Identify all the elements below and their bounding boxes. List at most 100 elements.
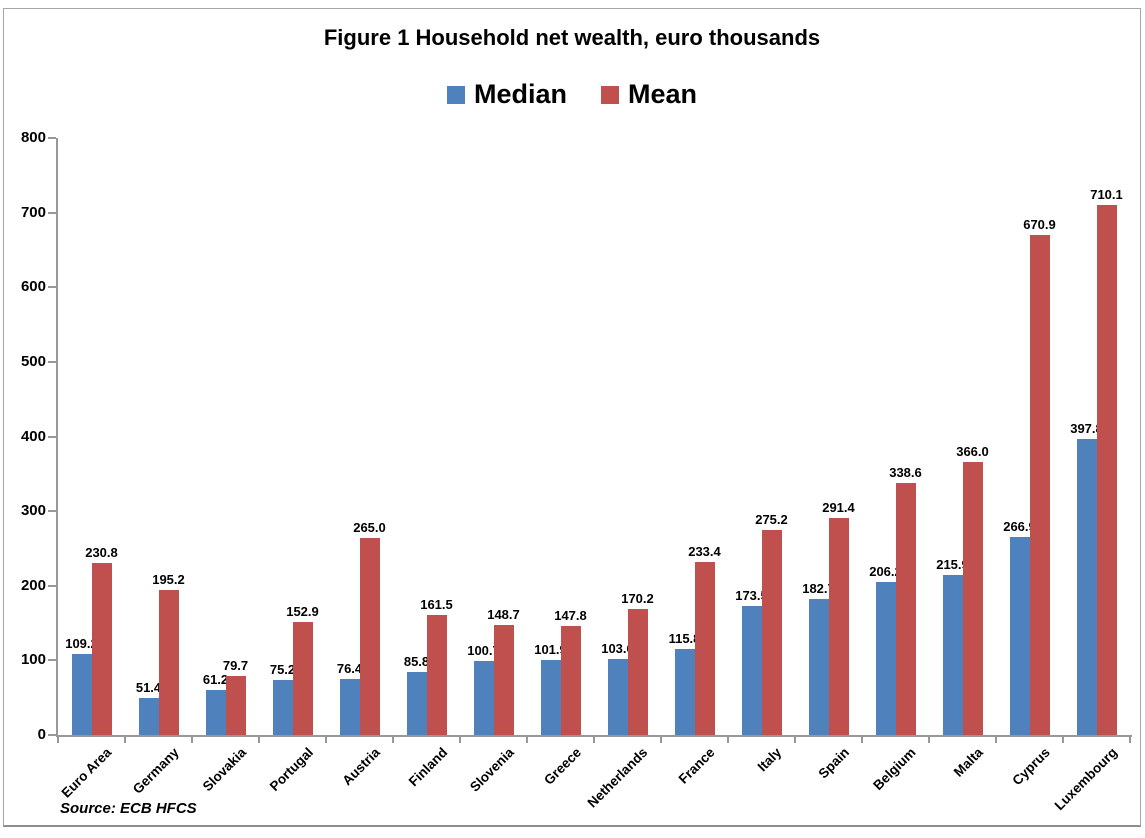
bar-mean-luxembourg: 710.1 bbox=[1090, 188, 1123, 736]
bar-value-median-germany: 51.4 bbox=[135, 679, 162, 695]
x-axis-label-malta: Malta bbox=[950, 744, 986, 780]
y-axis-label-200: 200 bbox=[20, 576, 46, 594]
legend: Median Mean bbox=[4, 81, 1140, 108]
x-axis-tick-5 bbox=[392, 737, 394, 743]
bar-value-mean-netherlands: 170.2 bbox=[621, 590, 654, 606]
category-slovakia: 61.2 79.7 bbox=[192, 138, 259, 736]
x-axis-tick-6 bbox=[459, 737, 461, 743]
x-axis-label-austria: Austria bbox=[339, 744, 383, 789]
x-axis-tick-16 bbox=[1129, 737, 1131, 743]
bar-mean-italy: 275.2 bbox=[755, 513, 788, 736]
bar-mean-greece: 147.8 bbox=[554, 609, 587, 736]
category-spain: 182.7 291.4 bbox=[795, 138, 862, 736]
x-axis-tick-7 bbox=[526, 737, 528, 743]
bar-value-median-cyprus: 266.9 bbox=[1003, 518, 1036, 534]
bar-mean-austria: 265.0 bbox=[353, 521, 386, 736]
x-axis-tick-15 bbox=[1062, 737, 1064, 743]
category-germany: 51.4 195.2 bbox=[125, 138, 192, 736]
bar-value-mean-germany: 195.2 bbox=[152, 572, 185, 588]
y-axis-tick-200 bbox=[48, 584, 56, 587]
x-axis-tick-8 bbox=[593, 737, 595, 743]
legend-item-mean: Mean bbox=[600, 79, 698, 109]
bar-median-portugal: 75.2 bbox=[270, 663, 295, 736]
bar-value-mean-malta: 366.0 bbox=[956, 444, 989, 460]
bar-mean-belgium: 338.6 bbox=[889, 466, 922, 736]
x-axis-label-cyprus: Cyprus bbox=[1009, 744, 1053, 789]
bar-mean-euro-area: 230.8 bbox=[85, 546, 118, 736]
bar-value-mean-austria: 265.0 bbox=[353, 519, 386, 535]
x-axis-label-netherlands: Netherlands bbox=[585, 744, 651, 811]
y-axis-label-500: 500 bbox=[20, 352, 46, 370]
x-axis-label-finland: Finland bbox=[405, 744, 450, 790]
category-portugal: 75.2 152.9 bbox=[259, 138, 326, 736]
bar-value-median-portugal: 75.2 bbox=[269, 661, 296, 677]
y-axis-tick-300 bbox=[48, 510, 56, 513]
bar-value-mean-portugal: 152.9 bbox=[286, 603, 319, 619]
bar-value-median-france: 115.8 bbox=[668, 631, 701, 647]
x-axis-line bbox=[56, 735, 1132, 737]
x-axis-tick-12 bbox=[861, 737, 863, 743]
bar-median-belgium: 206.2 bbox=[869, 565, 902, 736]
bar-median-netherlands: 103.6 bbox=[601, 642, 634, 736]
y-axis-tick-800 bbox=[48, 137, 56, 139]
bar-mean-netherlands: 170.2 bbox=[621, 592, 654, 736]
category-finland: 85.8 161.5 bbox=[393, 138, 460, 736]
bar-mean-france: 233.4 bbox=[688, 545, 721, 736]
x-axis-tick-4 bbox=[325, 737, 327, 743]
category-italy: 173.5 275.2 bbox=[728, 138, 795, 736]
x-axis-tick-14 bbox=[995, 737, 997, 743]
y-axis-tick-500 bbox=[48, 360, 56, 363]
y-axis-label-400: 400 bbox=[20, 427, 46, 445]
x-axis-label-france: France bbox=[675, 744, 718, 787]
bar-value-mean-france: 233.4 bbox=[688, 543, 721, 559]
x-axis-label-portugal: Portugal bbox=[266, 744, 316, 795]
x-axis-label-slovakia: Slovakia bbox=[199, 744, 249, 795]
chart-title: Figure 1 Household net wealth, euro thou… bbox=[323, 25, 821, 50]
x-axis-label-italy: Italy bbox=[755, 744, 785, 775]
y-axis-label-100: 100 bbox=[20, 651, 46, 669]
x-axis-tick-1 bbox=[124, 737, 126, 743]
bar-value-median-italy: 173.5 bbox=[735, 588, 768, 604]
x-axis-tick-3 bbox=[258, 737, 260, 743]
x-axis-label-germany: Germany bbox=[129, 744, 182, 797]
x-axis-label-belgium: Belgium bbox=[870, 744, 919, 793]
y-axis-label-0: 0 bbox=[37, 726, 46, 743]
category-greece: 101.9 147.8 bbox=[527, 138, 594, 736]
legend-item-median: Median bbox=[446, 81, 567, 108]
bar-mean-portugal: 152.9 bbox=[286, 605, 319, 736]
bar-value-median-belgium: 206.2 bbox=[869, 563, 902, 579]
bar-value-median-spain: 182.7 bbox=[802, 581, 835, 597]
bar-median-austria: 76.4 bbox=[337, 662, 362, 736]
x-axis-label-euro-area: Euro Area bbox=[58, 744, 115, 801]
bar-value-mean-greece: 147.8 bbox=[554, 607, 587, 623]
bar-median-spain: 182.7 bbox=[802, 582, 835, 736]
category-luxembourg: 397.8 710.1 bbox=[1063, 138, 1130, 736]
x-axis-tick-11 bbox=[794, 737, 796, 743]
category-belgium: 206.2 338.6 bbox=[862, 138, 929, 736]
bar-value-mean-slovenia: 148.7 bbox=[487, 606, 520, 622]
bar-value-median-greece: 101.9 bbox=[534, 641, 567, 657]
chart-frame: Figure 1 Household net wealth, euro thou… bbox=[3, 8, 1141, 827]
bar-median-malta: 215.9 bbox=[936, 558, 969, 736]
y-axis-label-600: 600 bbox=[20, 278, 46, 296]
legend-swatch-mean bbox=[600, 85, 619, 104]
bar-value-mean-cyprus: 670.9 bbox=[1023, 216, 1056, 232]
legend-label-mean: Mean bbox=[627, 79, 698, 109]
x-axis-tick-10 bbox=[727, 737, 729, 743]
bar-median-greece: 101.9 bbox=[534, 643, 567, 736]
category-cyprus: 266.9 670.9 bbox=[996, 138, 1063, 736]
bar-median-slovenia: 100.7 bbox=[467, 644, 500, 736]
bar-mean-slovakia: 79.7 bbox=[223, 659, 248, 736]
bar-median-germany: 51.4 bbox=[136, 681, 161, 736]
x-axis-label-greece: Greece bbox=[540, 744, 584, 788]
category-malta: 215.9 366.0 bbox=[929, 138, 996, 736]
bar-mean-finland: 161.5 bbox=[420, 598, 453, 736]
bar-value-median-euro-area: 109.2 bbox=[65, 636, 98, 652]
bar-mean-spain: 291.4 bbox=[822, 501, 855, 736]
bar-median-italy: 173.5 bbox=[735, 589, 768, 736]
bar-value-mean-slovakia: 79.7 bbox=[222, 658, 249, 674]
bar-median-luxembourg: 397.8 bbox=[1070, 422, 1103, 736]
y-axis-tick-400 bbox=[48, 435, 56, 438]
x-axis-label-spain: Spain bbox=[815, 744, 852, 782]
y-axis-tick-0 bbox=[48, 734, 56, 736]
